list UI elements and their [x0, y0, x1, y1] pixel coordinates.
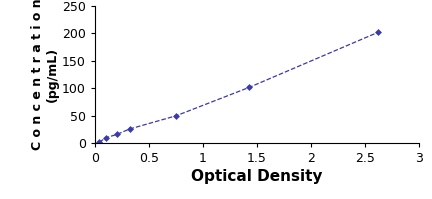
X-axis label: Optical Density: Optical Density: [191, 170, 323, 184]
Y-axis label: C o n c e n t r a t i o n
(pg/mL): C o n c e n t r a t i o n (pg/mL): [32, 0, 59, 150]
